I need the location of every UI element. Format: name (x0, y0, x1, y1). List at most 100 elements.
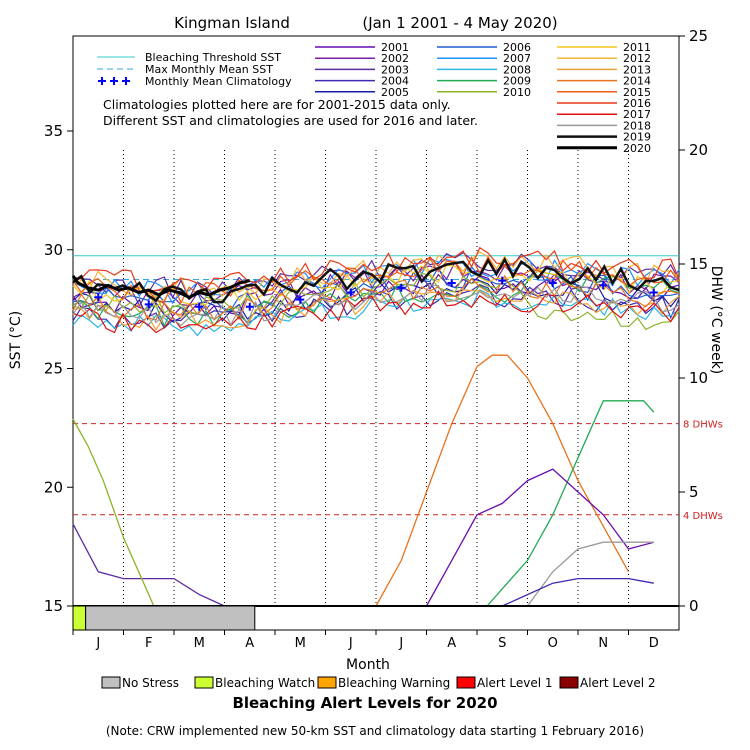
month-label: J (95, 636, 100, 651)
dhw-tick-label: 20 (689, 141, 708, 159)
x-axis-title: Month (346, 657, 390, 673)
sst-tick-label: 20 (44, 478, 63, 496)
legend-ref-swatch (98, 77, 106, 85)
alert-legend-swatch (456, 676, 476, 689)
alert-segment (72, 605, 87, 631)
dhw-line-2019 (486, 400, 655, 607)
sst-line-2005 (72, 278, 680, 323)
sst-series (71, 246, 680, 337)
alert-legend-label: Alert Level 2 (580, 676, 656, 690)
legend-series-label: 2001 (381, 41, 409, 54)
legend-series-label: 2011 (623, 41, 651, 54)
legend-series-label: 2016 (623, 97, 651, 110)
sst-tick-label: 35 (44, 122, 63, 140)
climatology-marker (649, 288, 658, 297)
footnote: (Note: CRW implemented new 50-km SST and… (106, 724, 644, 738)
legend-series-label: 2009 (503, 75, 531, 88)
y-axis-title-left: SST (°C) (8, 311, 24, 369)
climatology-marker (144, 300, 153, 309)
sst-line-2007 (72, 257, 680, 305)
axes: 15 20 25 30 35 0 5 10 15 20 25 J F M A M J J A S O N D (44, 27, 708, 651)
climatology-marker (346, 288, 355, 297)
dhw-line-2001 (72, 523, 225, 607)
month-label: D (649, 636, 659, 651)
legend-series-label: 2017 (623, 108, 651, 121)
month-label: J (398, 636, 403, 651)
dhw-reference-label: 4 DHWs (683, 511, 723, 522)
monthly-climatology (94, 276, 658, 311)
legend-series-label: 2010 (503, 86, 531, 99)
legend-series-label: 2007 (503, 52, 531, 65)
alert-bar (72, 605, 679, 631)
dhw-tick-label: 5 (689, 483, 699, 501)
alert-legend-label: Bleaching Warning (338, 676, 450, 690)
climatology-marker (548, 279, 557, 287)
month-label: M (295, 636, 306, 651)
climatology-marker (245, 302, 254, 311)
sst-tick-label: 15 (44, 597, 63, 615)
legend-ref-swatch (122, 77, 130, 85)
month-label: N (598, 636, 608, 651)
legend-series-label: 2002 (381, 52, 409, 65)
chart-title-range: (Jan 1 2001 - 4 May 2020) (362, 14, 557, 32)
dhw-line-2015 (375, 354, 630, 607)
alert-legend-swatch (559, 676, 579, 689)
legend-series-label: 2004 (381, 75, 409, 88)
legend-series-label: 2018 (623, 119, 651, 132)
sst-line-2020 (71, 275, 251, 299)
legend-ref-swatch (110, 77, 118, 85)
climatology-marker (94, 293, 103, 302)
climatology-marker (447, 279, 456, 287)
alert-legend: No Stress Bleaching Watch Bleaching Warnin… (101, 676, 656, 690)
month-label: O (548, 636, 558, 651)
dhw-tick-label: 0 (689, 597, 699, 615)
alert-segment (85, 605, 256, 631)
chart-title-site: Kingman Island (174, 14, 290, 32)
climatology-marker (195, 302, 204, 311)
legend-ref-label: Bleaching Threshold SST (145, 51, 281, 64)
sst-line-2018 (72, 284, 680, 327)
alert-legend-label: No Stress (122, 676, 179, 690)
month-label: F (145, 636, 152, 651)
month-label: J (348, 636, 353, 651)
dhw-line-2018 (526, 541, 654, 607)
legend-series-label: 2015 (623, 86, 651, 99)
sst-line-2013 (72, 289, 680, 331)
legend-series-label: 2006 (503, 41, 531, 54)
sst-tick-label: 30 (44, 241, 63, 259)
note-line-2: Different SST and climatologies are used… (103, 113, 478, 128)
sst-tick-label: 25 (44, 360, 63, 378)
month-label: M (194, 636, 205, 651)
dhw-tick-label: 15 (689, 255, 708, 273)
month-label: A (447, 636, 456, 651)
legend-series-label: 2019 (623, 131, 651, 144)
legend-series-label: 2005 (381, 86, 409, 99)
legend-series-label: 2020 (623, 142, 651, 155)
dhw-line-2010 (72, 418, 155, 607)
dhw-line-2016 (425, 468, 654, 607)
legend-series-label: 2012 (623, 52, 651, 65)
climatology-marker (296, 295, 305, 304)
month-label: A (245, 636, 254, 651)
legend-series-label: 2014 (623, 75, 651, 88)
alert-legend-label: Alert Level 1 (477, 676, 553, 690)
legend-series-label: 2003 (381, 63, 409, 76)
climatology-marker (599, 281, 608, 290)
climatology-marker (397, 283, 406, 292)
legend-series-label: 2013 (623, 63, 651, 76)
sst-line-2019 (72, 256, 680, 304)
dhw-reference-label: 8 DHWs (683, 420, 723, 431)
sst-line-2014 (72, 274, 680, 321)
legend-ref-label: Monthly Mean Climatology (145, 75, 292, 88)
dhw-tick-label: 25 (689, 27, 708, 45)
legend-series-label: 2008 (503, 63, 531, 76)
alert-title: Bleaching Alert Levels for 2020 (232, 694, 497, 712)
alert-legend-swatch (194, 676, 214, 689)
alert-legend-swatch (317, 676, 337, 689)
alert-legend-swatch (101, 676, 121, 689)
dhw-line-2013 (502, 577, 654, 607)
climatology-marker (498, 276, 507, 285)
month-label: S (498, 636, 506, 651)
